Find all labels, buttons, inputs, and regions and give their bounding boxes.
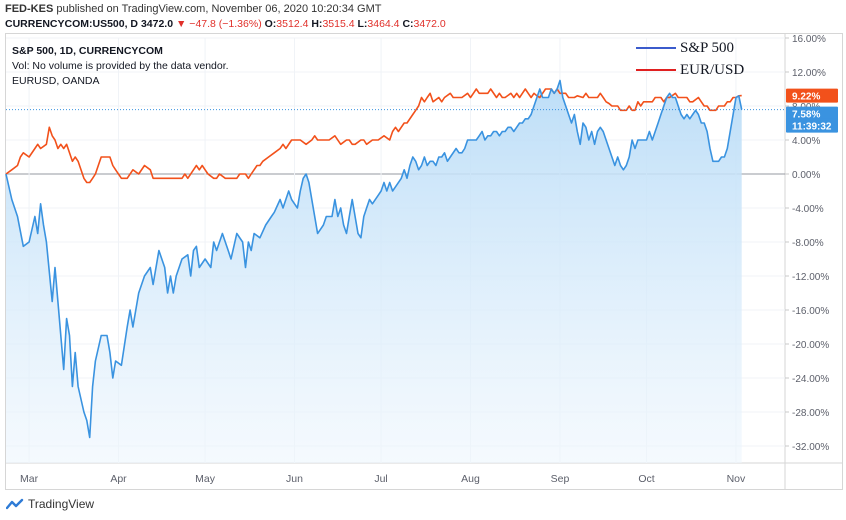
- price-badge-eurusd: 9.22%: [786, 88, 838, 103]
- legend-overlay: EURUSD, OANDA: [12, 75, 100, 87]
- y-tick-label: -16.00%: [792, 306, 829, 317]
- legend-eurusd-swatch: [636, 69, 676, 71]
- price-change: ▼ −47.8 (−1.36%): [176, 18, 262, 30]
- open-value: 3512.4: [276, 18, 309, 30]
- low-value: 3464.4: [367, 18, 400, 30]
- y-tick-label: -32.00%: [792, 442, 829, 453]
- published-text: published on TradingView.com, November 0…: [56, 3, 382, 15]
- y-tick-label: 0.00%: [792, 170, 820, 181]
- eurusd-series-line: [5, 88, 742, 184]
- open-label: O:: [264, 18, 277, 30]
- price-badge-bg: [786, 88, 838, 103]
- x-tick-label: Oct: [638, 473, 654, 485]
- price-badge-text: 7.58%: [792, 110, 820, 121]
- price-badge-bg: [786, 118, 838, 133]
- y-tick-label: -20.00%: [792, 340, 829, 351]
- high-value: 3515.4: [322, 18, 355, 30]
- price-badge-sp500: 7.58%: [786, 106, 838, 121]
- price-badge-sp500-time: 11:39:32: [786, 118, 838, 133]
- legend-volume-note: Vol: No volume is provided by the data v…: [12, 60, 229, 72]
- price-badge-text: 11:39:32: [792, 122, 832, 133]
- x-tick-label: Aug: [461, 473, 480, 485]
- sp500-series-line: [5, 79, 743, 439]
- high-label: H:: [311, 18, 323, 30]
- y-tick-label: 4.00%: [792, 136, 820, 147]
- ohlc-bar: CURRENCYCOM:US500, D 3472.0 ▼ −47.8 (−1.…: [5, 18, 446, 30]
- x-tick-label: Nov: [727, 473, 746, 485]
- chart-legend: S&P 500, 1D, CURRENCYCOM Vol: No volume …: [12, 44, 229, 89]
- x-tick-label: Apr: [110, 473, 127, 485]
- y-tick-label: -8.00%: [792, 238, 824, 249]
- legend-sp500-swatch: [636, 47, 676, 49]
- footer-brand[interactable]: TradingView: [6, 497, 94, 511]
- y-tick-label: 16.00%: [792, 34, 826, 45]
- last-price: 3472.0: [140, 18, 174, 30]
- close-value: 3472.0: [413, 18, 446, 30]
- close-label: C:: [402, 18, 414, 30]
- publish-info: FED-KES published on TradingView.com, No…: [5, 3, 381, 15]
- y-tick-label: -28.00%: [792, 408, 829, 419]
- y-tick-label: -4.00%: [792, 204, 824, 215]
- publisher-name: FED-KES: [5, 3, 54, 15]
- low-label: L:: [357, 18, 368, 30]
- sp500-area-fill: [6, 80, 742, 463]
- x-tick-label: May: [195, 473, 216, 485]
- legend-sp500-label: S&P 500: [680, 39, 735, 56]
- chart-frame: [5, 33, 843, 490]
- price-badge-text: 9.22%: [792, 92, 820, 103]
- legend-eurusd: EUR/USD: [636, 59, 744, 81]
- series-legend: S&P 500 EUR/USD: [636, 37, 744, 81]
- legend-sp500: S&P 500: [636, 37, 744, 59]
- y-tick-label: -12.00%: [792, 272, 829, 283]
- tradingview-logo-icon: [6, 498, 24, 510]
- legend-eurusd-label: EUR/USD: [680, 61, 745, 78]
- symbol-label: CURRENCYCOM:US500, D: [5, 18, 139, 30]
- x-tick-label: Jun: [286, 473, 303, 485]
- price-badge-bg: [786, 106, 838, 121]
- x-tick-label: Sep: [551, 473, 570, 485]
- y-tick-label: -24.00%: [792, 374, 829, 385]
- footer-brand-label: TradingView: [28, 497, 95, 511]
- legend-title: S&P 500, 1D, CURRENCYCOM: [12, 45, 163, 57]
- x-tick-label: Mar: [20, 473, 39, 485]
- y-tick-label: 12.00%: [792, 68, 826, 79]
- x-tick-label: Jul: [374, 473, 387, 485]
